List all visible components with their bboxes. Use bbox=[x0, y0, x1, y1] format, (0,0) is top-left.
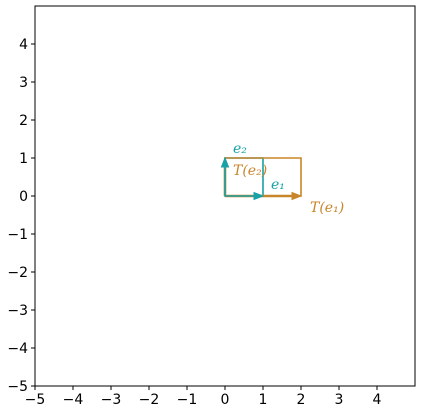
x-tick-label: −4 bbox=[63, 392, 84, 408]
y-tick-label: 3 bbox=[19, 75, 28, 91]
x-tick-label: 2 bbox=[297, 392, 306, 408]
y-tick-label: 0 bbox=[19, 189, 28, 205]
x-tick-label: 1 bbox=[259, 392, 268, 408]
x-tick-label: 3 bbox=[335, 392, 344, 408]
vector-label-te2: T(e₂) bbox=[233, 163, 267, 179]
vectors bbox=[220, 156, 303, 201]
x-tick-label: −5 bbox=[25, 392, 46, 408]
x-tick-label: −1 bbox=[177, 392, 198, 408]
x-tick-label: 0 bbox=[221, 392, 230, 408]
x-tick-label: −2 bbox=[139, 392, 160, 408]
x-axis: −5 −4 −3 −2 −1 0 1 2 3 4 bbox=[25, 386, 382, 408]
y-tick-label: −3 bbox=[7, 303, 28, 319]
vector-te1-head bbox=[291, 191, 303, 201]
y-axis: −5 −4 −3 −2 −1 0 1 2 3 4 bbox=[7, 37, 35, 395]
vector-e1-head bbox=[253, 191, 265, 201]
y-tick-label: 2 bbox=[19, 113, 28, 129]
y-tick-label: 1 bbox=[19, 151, 28, 167]
y-tick-label: −4 bbox=[7, 341, 28, 357]
y-tick-label: 4 bbox=[19, 37, 28, 53]
x-tick-label: 4 bbox=[373, 392, 382, 408]
vector-e2-head bbox=[220, 156, 230, 168]
y-tick-label: −2 bbox=[7, 265, 28, 281]
vector-label-e1: e₁ bbox=[271, 177, 285, 193]
x-tick-label: −3 bbox=[101, 392, 122, 408]
vector-label-te1: T(e₁) bbox=[310, 200, 344, 216]
vector-label-e2: e₂ bbox=[233, 141, 247, 157]
y-tick-label: −5 bbox=[7, 379, 28, 395]
vector-labels: e₁ e₂ T(e₁) T(e₂) bbox=[233, 141, 344, 216]
y-tick-label: −1 bbox=[7, 227, 28, 243]
